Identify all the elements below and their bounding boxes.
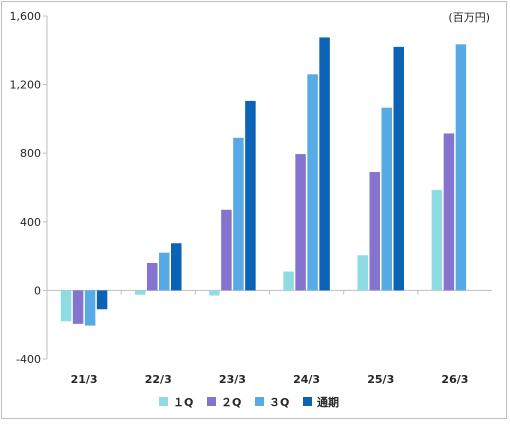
x-axis: 21/3 22/3 23/3 24/3 25/3 26/3 (47, 289, 492, 386)
legend-swatch-2Q (207, 397, 216, 406)
y-tick-label: -400 (16, 353, 41, 366)
x-tick-label: 26/3 (441, 373, 468, 386)
bar-3Q-23/3 (233, 137, 244, 291)
y-tick-label: 800 (20, 147, 41, 160)
legend: １Q ２Q ３Q 通期 (159, 395, 339, 409)
legend-label-2Q: ２Q (221, 396, 241, 409)
legend-swatch-3Q (255, 397, 264, 406)
bar-2Q-22/3 (147, 262, 158, 291)
unit-label: (百万円) (448, 11, 490, 24)
bar-2Q-21/3 (72, 290, 84, 324)
bar-通期-23/3 (245, 100, 256, 291)
bars (60, 37, 467, 326)
bar-通期-21/3 (96, 290, 108, 310)
bar-2Q-25/3 (369, 172, 380, 291)
bar-chart: -400 0 400 800 1,200 1,600 21/3 22/3 23/3 24/3 25… (10, 10, 492, 409)
bar-3Q-26/3 (455, 44, 467, 291)
chart-frame: -400 0 400 800 1,200 1,600 21/3 22/3 23/3 24/3 25… (1, 1, 507, 419)
legend-swatch-通期 (303, 397, 312, 406)
legend-label-1Q: １Q (173, 396, 193, 409)
bar-1Q-21/3 (60, 290, 72, 322)
y-tick-label: 400 (20, 216, 41, 229)
bar-3Q-24/3 (307, 74, 318, 291)
bar-1Q-24/3 (283, 271, 294, 291)
legend-swatch-1Q (159, 397, 168, 406)
y-tick-label: 0 (34, 284, 41, 297)
bar-通期-24/3 (319, 37, 330, 291)
bar-1Q-23/3 (209, 290, 220, 296)
legend-label-通期: 通期 (317, 395, 339, 409)
bar-通期-22/3 (171, 243, 182, 291)
bar-3Q-21/3 (84, 290, 96, 326)
x-tick-label: 23/3 (219, 373, 246, 386)
bar-1Q-22/3 (135, 290, 146, 295)
bar-3Q-22/3 (159, 252, 170, 291)
bar-2Q-24/3 (295, 154, 306, 291)
bar-1Q-25/3 (357, 255, 368, 291)
bar-通期-25/3 (393, 46, 404, 291)
y-axis: -400 0 400 800 1,200 1,600 (10, 10, 48, 366)
x-tick-label: 22/3 (145, 373, 172, 386)
x-tick-label: 24/3 (293, 373, 320, 386)
bar-1Q-26/3 (431, 190, 443, 291)
legend-label-3Q: ３Q (269, 396, 289, 409)
bar-2Q-26/3 (443, 133, 455, 291)
bar-2Q-23/3 (221, 209, 232, 291)
x-tick-label: 25/3 (367, 373, 394, 386)
y-tick-label: 1,600 (10, 10, 42, 23)
bar-3Q-25/3 (381, 107, 392, 291)
x-tick-label: 21/3 (71, 373, 98, 386)
y-tick-label: 1,200 (10, 79, 42, 92)
